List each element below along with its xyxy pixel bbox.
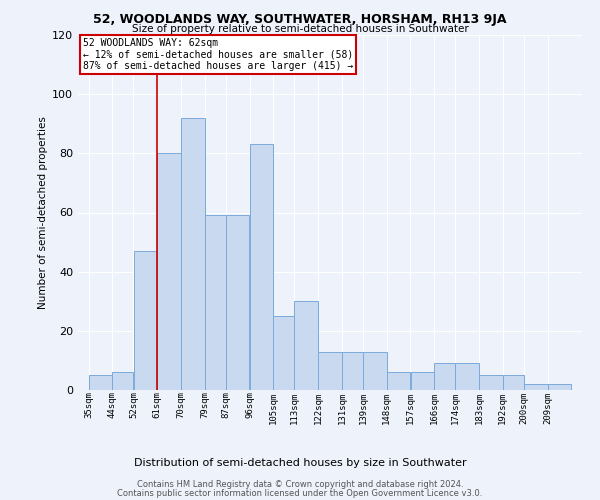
Bar xyxy=(181,118,205,390)
Bar xyxy=(363,352,386,390)
Bar xyxy=(274,316,294,390)
Bar xyxy=(387,372,410,390)
Bar xyxy=(318,352,342,390)
Text: 52, WOODLANDS WAY, SOUTHWATER, HORSHAM, RH13 9JA: 52, WOODLANDS WAY, SOUTHWATER, HORSHAM, … xyxy=(93,12,507,26)
Bar xyxy=(342,352,363,390)
Bar xyxy=(479,375,503,390)
Text: 52 WOODLANDS WAY: 62sqm
← 12% of semi-detached houses are smaller (58)
87% of se: 52 WOODLANDS WAY: 62sqm ← 12% of semi-de… xyxy=(83,38,353,71)
Bar xyxy=(157,154,181,390)
Bar xyxy=(250,144,273,390)
Bar xyxy=(112,372,133,390)
Bar xyxy=(434,364,455,390)
Bar xyxy=(295,301,318,390)
Bar xyxy=(455,364,479,390)
Bar xyxy=(89,375,112,390)
Y-axis label: Number of semi-detached properties: Number of semi-detached properties xyxy=(38,116,48,309)
Bar xyxy=(524,384,548,390)
Bar xyxy=(134,251,157,390)
Text: Contains HM Land Registry data © Crown copyright and database right 2024.: Contains HM Land Registry data © Crown c… xyxy=(137,480,463,489)
Bar xyxy=(503,375,524,390)
Text: Contains public sector information licensed under the Open Government Licence v3: Contains public sector information licen… xyxy=(118,488,482,498)
Text: Size of property relative to semi-detached houses in Southwater: Size of property relative to semi-detach… xyxy=(131,24,469,34)
Bar xyxy=(226,216,250,390)
Bar xyxy=(548,384,571,390)
Text: Distribution of semi-detached houses by size in Southwater: Distribution of semi-detached houses by … xyxy=(134,458,466,468)
Bar xyxy=(410,372,434,390)
Bar xyxy=(205,216,226,390)
